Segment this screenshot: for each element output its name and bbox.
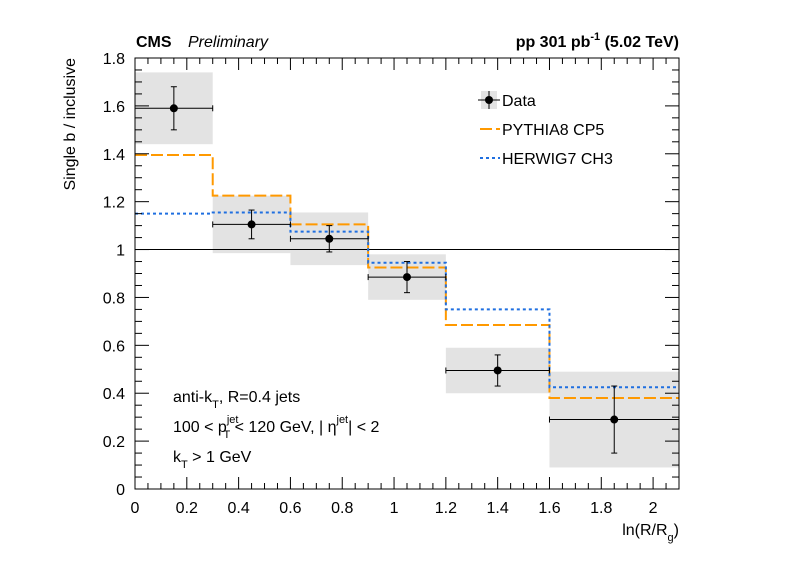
legend-data-marker xyxy=(485,96,493,104)
y-tick-label: 1.8 xyxy=(103,51,125,68)
y-tick-label: 0.8 xyxy=(103,290,125,307)
x-tick-label: 1 xyxy=(390,500,399,517)
y-axis-label: Single b / inclusive xyxy=(62,58,79,191)
header-lumi: pp 301 pb-1 (5.02 TeV) xyxy=(516,31,679,51)
y-tick-label: 1 xyxy=(116,243,125,260)
header-preliminary: Preliminary xyxy=(188,34,269,51)
data-point xyxy=(610,415,619,424)
y-tick-label: 0 xyxy=(116,482,125,499)
y-tick-label: 1.6 xyxy=(103,99,125,116)
x-tick-label: 1.2 xyxy=(435,500,457,517)
y-tick-label: 0.4 xyxy=(103,386,125,403)
legend-label-0: PYTHIA8 CP5 xyxy=(502,122,604,139)
model-series xyxy=(135,153,679,400)
header-cms: CMS xyxy=(136,34,172,51)
x-tick-label: 0.2 xyxy=(176,500,198,517)
data-point xyxy=(247,220,256,229)
data-point xyxy=(493,366,502,375)
chart-text: CMS Preliminary pp 301 pb-1 (5.02 TeV) ln(R… xyxy=(62,31,679,544)
annotation-line-1: anti-kT​, R=0.4 jets xyxy=(173,389,300,411)
data-point xyxy=(325,234,334,243)
annotation-line-3: kT​ > 1 GeV xyxy=(173,449,252,471)
y-tick-label: 0.6 xyxy=(103,338,125,355)
x-tick-label: 1.8 xyxy=(590,500,612,517)
x-tick-label: 0 xyxy=(131,500,140,517)
legend-label-data: Data xyxy=(502,93,536,110)
y-tick-label: 1.2 xyxy=(103,195,125,212)
x-tick-label: 2 xyxy=(649,500,658,517)
x-tick-label: 0.6 xyxy=(279,500,301,517)
x-axis-label: ln(R/Rg) xyxy=(622,522,679,544)
series-line-1 xyxy=(135,211,679,389)
x-tick-label: 1.4 xyxy=(487,500,509,517)
x-tick-label: 0.4 xyxy=(227,500,249,517)
data-point xyxy=(403,273,411,282)
y-tick-label: 1.4 xyxy=(103,147,125,164)
x-tick-label: 0.8 xyxy=(331,500,353,517)
y-tick-label: 0.2 xyxy=(103,434,125,451)
data-points xyxy=(134,86,680,454)
data-point xyxy=(169,104,178,113)
axis-ticks xyxy=(134,57,680,490)
legend-label-1: HERWIG7 CH3 xyxy=(502,151,613,168)
x-tick-label: 1.6 xyxy=(538,500,560,517)
tick-labels: 0 0.2 0.4 0.6 0.8 1 1.2 1.4 1.6 1.8 2 0 0.2 0.4 0.6 0.8… xyxy=(103,51,658,517)
legend: Data PYTHIA8 CP5 HERWIG7 CH3 xyxy=(478,91,613,168)
